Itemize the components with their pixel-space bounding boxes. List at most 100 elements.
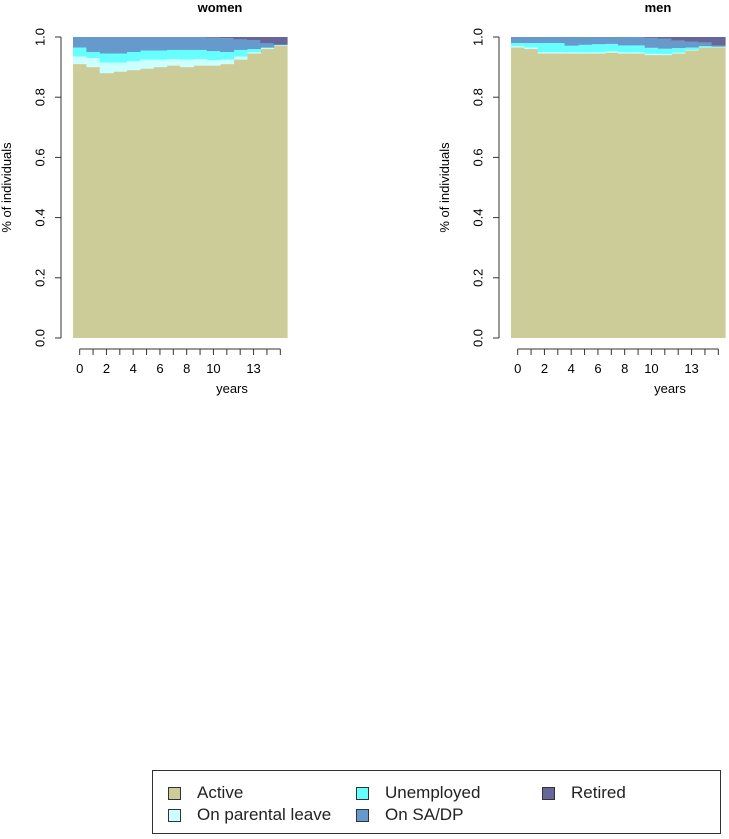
y-tick-label: 0.2 xyxy=(32,269,47,287)
area-segment xyxy=(604,52,619,339)
area-segment xyxy=(139,50,154,60)
x-tick-label: 10 xyxy=(644,361,658,376)
y-tick-label: 0.8 xyxy=(32,88,47,106)
area-segment xyxy=(618,37,632,46)
x-tick-label: 2 xyxy=(103,361,110,376)
area-segment xyxy=(524,49,539,338)
area-segment xyxy=(233,39,248,50)
legend-swatch-retired xyxy=(542,786,555,800)
area-segment xyxy=(153,67,168,338)
area-segment xyxy=(139,59,154,69)
area-segment xyxy=(537,43,552,53)
y-tick-label: 0.6 xyxy=(470,148,485,166)
area-segment xyxy=(564,37,579,46)
x-axis-label: years xyxy=(216,381,248,396)
area-segment xyxy=(511,37,525,44)
area-segment xyxy=(193,49,208,59)
area-segment xyxy=(711,47,726,338)
area-segment xyxy=(126,61,141,71)
area-segment xyxy=(671,53,686,339)
area-segment xyxy=(537,53,552,339)
area-segment xyxy=(711,37,726,46)
area-segment xyxy=(644,37,659,38)
series-active xyxy=(73,46,288,339)
series-retired xyxy=(206,37,288,45)
area-segment xyxy=(577,37,592,45)
series-on-parental-leave xyxy=(511,46,726,56)
area-segment xyxy=(260,47,275,49)
area-segment xyxy=(273,37,288,45)
area-segment xyxy=(246,37,261,41)
area-segment xyxy=(591,44,606,53)
area-segment xyxy=(591,37,606,45)
area-segment xyxy=(193,37,208,50)
series-retired xyxy=(631,37,726,46)
area-segment xyxy=(511,43,525,47)
area-segment xyxy=(180,49,194,60)
legend-label-sa-dp: On SA/DP xyxy=(385,805,464,824)
area-segment xyxy=(220,38,235,53)
area-segment xyxy=(698,37,713,43)
area-segment xyxy=(564,52,579,54)
area-segment xyxy=(206,60,221,66)
area-segment xyxy=(537,52,552,54)
area-segment xyxy=(260,48,275,50)
area-segment xyxy=(220,37,235,39)
area-segment xyxy=(99,37,114,54)
area-segment xyxy=(193,58,208,66)
area-segment xyxy=(684,49,699,51)
area-segment xyxy=(166,49,181,59)
area-segment xyxy=(73,37,87,48)
area-segment xyxy=(166,58,181,66)
area-segment xyxy=(73,64,87,338)
area-segment xyxy=(246,53,261,339)
area-segment xyxy=(591,53,606,339)
area-segment xyxy=(113,62,128,72)
area-segment xyxy=(511,46,525,48)
area-segment xyxy=(220,64,235,338)
legend: Active On parental leave Unemployed On S… xyxy=(152,770,721,834)
area-segment xyxy=(671,48,686,53)
area-segment xyxy=(591,52,606,54)
area-segment xyxy=(658,48,673,55)
area-segment xyxy=(644,37,659,48)
area-segment xyxy=(73,56,87,65)
area-segment xyxy=(99,62,114,74)
series-active xyxy=(511,47,726,339)
area-segment xyxy=(139,37,154,51)
area-segment xyxy=(113,71,128,339)
x-axis-label: years xyxy=(654,381,686,396)
area-segment xyxy=(153,59,168,68)
y-axis-label: % of individuals xyxy=(0,142,14,233)
area-segment xyxy=(564,53,579,339)
legend-swatch-unemployed xyxy=(356,786,369,800)
area-segment xyxy=(86,52,101,59)
x-tick-label: 0 xyxy=(514,361,521,376)
series-on-sa-dp xyxy=(511,37,726,49)
area-segment xyxy=(180,37,194,50)
area-segment xyxy=(684,50,699,339)
x-tick-label: 13 xyxy=(684,361,698,376)
series-unemployed xyxy=(511,43,726,55)
area-segment xyxy=(126,37,141,53)
area-segment xyxy=(86,37,101,53)
area-segment xyxy=(166,65,181,338)
y-tick-label: 0.6 xyxy=(32,148,47,166)
area-segment xyxy=(604,51,619,53)
area-segment xyxy=(658,54,673,56)
area-segment xyxy=(524,43,539,48)
area-segment xyxy=(631,37,646,46)
area-segment xyxy=(126,52,141,62)
legend-label-retired: Retired xyxy=(571,783,626,802)
area-segment xyxy=(631,45,646,53)
area-segment xyxy=(180,67,194,338)
area-segment xyxy=(577,44,592,53)
area-segment xyxy=(233,49,248,57)
area-segment xyxy=(246,49,261,53)
chart-title: men xyxy=(645,0,672,15)
area-segment xyxy=(658,37,673,39)
chart-title: women xyxy=(197,0,243,15)
area-segment xyxy=(618,52,632,54)
area-segment xyxy=(273,46,288,338)
area-segment xyxy=(220,59,235,65)
